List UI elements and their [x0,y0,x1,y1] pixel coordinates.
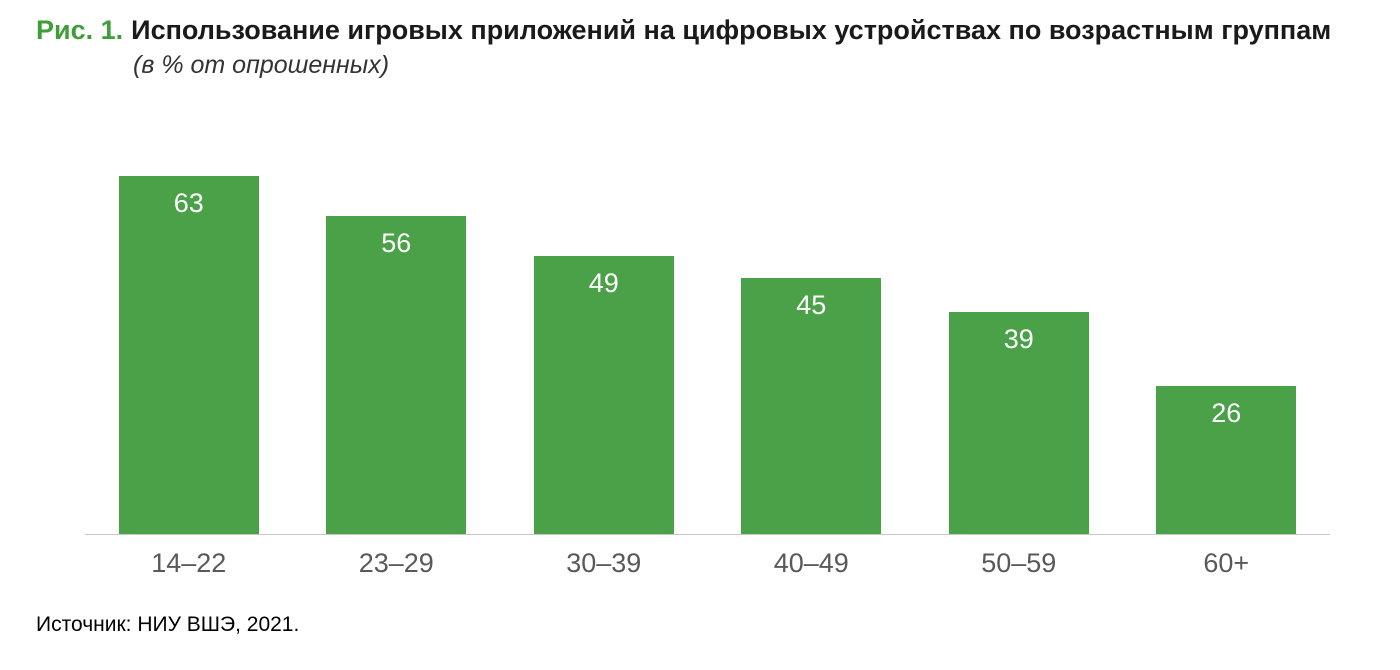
x-axis-tick-label: 30–39 [566,548,642,578]
figure-header: Рис. 1. Использование игровых приложений … [0,0,1400,81]
bar: 45 [741,278,882,534]
bar: 63 [118,176,259,534]
bar-value-label: 56 [381,228,412,258]
x-axis-tick-label: 60+ [1203,548,1250,578]
bar-column: 39 [915,177,1123,534]
bar-plot: 63 56 49 45 39 26 [85,176,1331,535]
x-axis-tick-label: 40–49 [773,548,849,578]
bar-value-label: 26 [1211,398,1242,428]
x-axis-tick-label: 14–22 [151,548,227,578]
figure-label: Рис. 1. [36,15,124,45]
figure-title: Использование игровых приложений на цифр… [131,15,1332,45]
figure-subtitle: (в % от опрошенных) [133,50,390,79]
bar-value-label: 63 [173,188,204,218]
bar: 26 [1156,386,1297,534]
x-axis: 14–22 23–29 30–39 40–49 50–59 60+ [85,535,1330,579]
figure-title-line: Рис. 1. Использование игровых приложений … [36,14,1360,48]
bar-value-label: 39 [1003,324,1034,354]
bar-column: 49 [500,177,708,534]
bar-column: 63 [85,176,293,534]
x-axis-tick-label: 50–59 [981,548,1057,578]
bar: 56 [326,216,467,534]
bar-value-label: 49 [588,268,619,298]
bar-column: 45 [708,177,916,534]
bar-value-label: 45 [796,290,827,320]
source-note: Источник: НИУ ВШЭ, 2021. [36,613,300,636]
bar: 49 [533,256,674,534]
bar: 39 [948,312,1089,534]
bar-column: 56 [293,177,501,534]
x-axis-tick-label: 23–29 [358,548,434,578]
bar-column: 26 [1123,177,1331,534]
